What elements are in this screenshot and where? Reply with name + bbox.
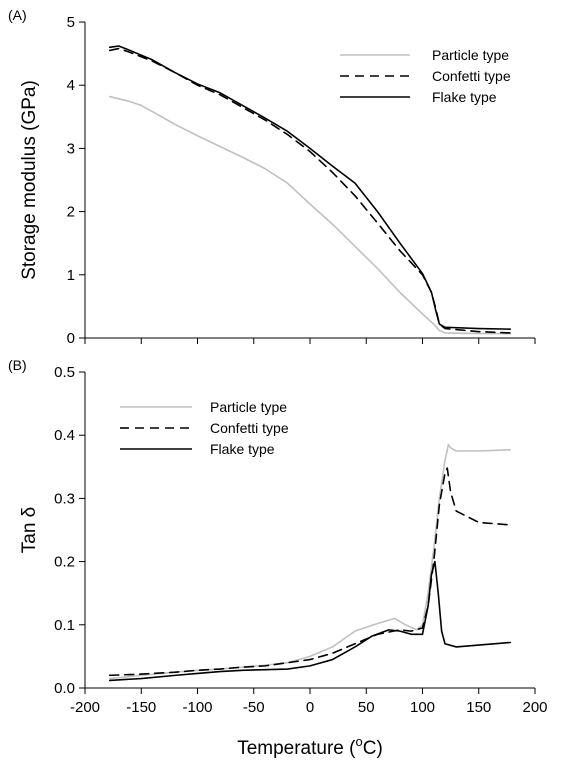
panel-a-y-tick-label: 1 — [67, 267, 75, 284]
panel-b-label: (B) — [8, 357, 27, 373]
panel-b-y-tick-label: 0.2 — [54, 554, 75, 571]
panel-a-y-axis-title: Storage modulus (GPa) — [19, 80, 40, 280]
panel-b-series-confetti-type — [108, 467, 512, 677]
panel-a-legend-label-confetti-type: Confetti type — [432, 68, 511, 84]
panel-b-x-tick-label: -150 — [126, 699, 156, 716]
panel-a-label: (A) — [8, 7, 27, 23]
panel-b-x-tick-label: 150 — [466, 699, 491, 716]
panel-b-y-tick-label: 0.4 — [54, 427, 75, 444]
panel-a: 0 1 2 3 4 5 Storage modulus (GPa) (A) Particle t… — [8, 7, 536, 347]
panel-b-y-tick-label: 0.5 — [54, 364, 75, 381]
panel-b-series-flake-type — [108, 560, 512, 682]
panel-b-y-tick-label: 0.1 — [54, 617, 75, 634]
panel-b-series-particle-type — [108, 443, 512, 680]
panel-a-series-flake-type — [108, 45, 512, 330]
panel-b: 0.0 0.1 0.2 0.3 0.4 0.5 -200 -150 -100 -50 0 50 100 1… — [8, 357, 548, 759]
panel-b-legend-label-flake-type: Flake type — [210, 441, 275, 457]
panel-b-y-tick-label: 0.3 — [54, 490, 75, 507]
panel-b-x-tick-label: 50 — [358, 699, 375, 716]
panel-a-y-tick-label: 0 — [67, 330, 75, 347]
panel-b-x-tick-label: -200 — [70, 699, 100, 716]
panel-b-x-tick-label: 200 — [522, 699, 547, 716]
panel-a-y-tick-label: 5 — [67, 14, 75, 31]
panel-b-legend-label-particle-type: Particle type — [210, 399, 287, 415]
panel-a-y-tick-label: 2 — [67, 204, 75, 221]
panel-b-x-axis-title: Temperature (oC) — [237, 734, 383, 759]
panel-b-x-tick-label: -100 — [182, 699, 212, 716]
panel-b-y-tick-label: 0.0 — [54, 680, 75, 697]
panel-a-y-tick-label: 4 — [67, 77, 75, 94]
panel-b-x-tick-label: -50 — [243, 699, 265, 716]
panel-b-y-axis-title: Tan δ — [19, 507, 40, 554]
panel-b-x-tick-label: 100 — [410, 699, 435, 716]
panel-b-x-tick-label: 0 — [306, 699, 314, 716]
panel-b-legend-label-confetti-type: Confetti type — [210, 420, 289, 436]
panel-a-series-particle-type — [108, 95, 512, 335]
panel-a-legend-label-particle-type: Particle type — [432, 47, 509, 63]
panel-a-legend-label-flake-type: Flake type — [432, 89, 497, 105]
panel-a-y-tick-label: 3 — [67, 140, 75, 157]
